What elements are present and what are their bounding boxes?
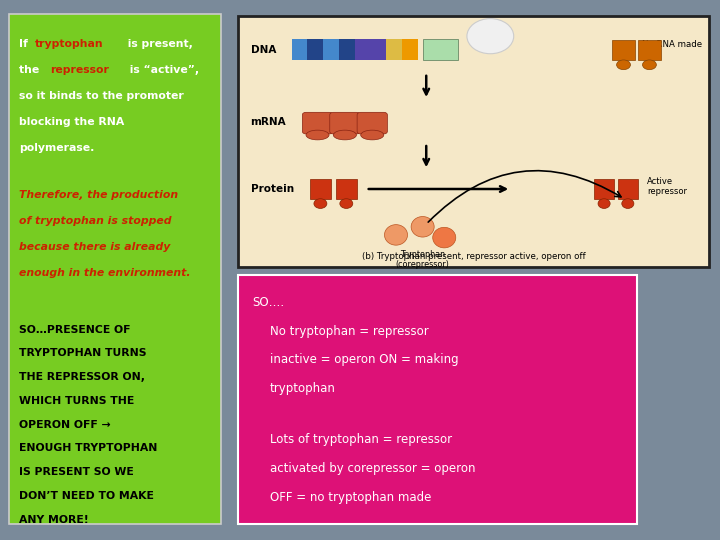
Bar [386, 39, 402, 60]
FancyBboxPatch shape [330, 112, 360, 134]
Text: blocking the RNA: blocking the RNA [19, 117, 124, 127]
Ellipse shape [642, 60, 657, 70]
Text: tryptophan: tryptophan [35, 39, 104, 50]
Ellipse shape [622, 199, 634, 208]
Text: OFF = no tryptophan made: OFF = no tryptophan made [270, 490, 431, 503]
Bar [594, 179, 614, 199]
Text: Lots of tryptophan = repressor: Lots of tryptophan = repressor [270, 433, 452, 446]
Ellipse shape [333, 130, 356, 140]
Ellipse shape [361, 130, 384, 140]
Text: ANY MORE!: ANY MORE! [19, 515, 89, 525]
Text: the: the [19, 65, 42, 76]
Ellipse shape [433, 227, 456, 248]
FancyBboxPatch shape [357, 112, 387, 134]
Text: (b) Tryptophan present, repressor active, operon off: (b) Tryptophan present, repressor active… [361, 252, 585, 261]
Text: No tryptophan = repressor: No tryptophan = repressor [270, 325, 428, 338]
Text: so it binds to the promoter: so it binds to the promoter [19, 91, 184, 102]
Text: because there is already: because there is already [19, 241, 170, 252]
Ellipse shape [340, 199, 353, 208]
Bar [336, 179, 357, 199]
Text: No RNA made: No RNA made [642, 40, 702, 49]
FancyBboxPatch shape [238, 275, 637, 524]
Text: enough in the environment.: enough in the environment. [19, 267, 190, 278]
Text: Tryptophan
(corepressor): Tryptophan (corepressor) [396, 250, 449, 269]
Text: DON’T NEED TO MAKE: DON’T NEED TO MAKE [19, 491, 153, 501]
Ellipse shape [306, 130, 329, 140]
Text: Therefore, the production: Therefore, the production [19, 190, 178, 200]
Text: OPERON OFF →: OPERON OFF → [19, 420, 110, 430]
Bar [423, 39, 458, 60]
Ellipse shape [411, 217, 434, 237]
Bar [292, 39, 307, 60]
Text: repressor: repressor [50, 65, 109, 76]
Text: mRNA: mRNA [251, 117, 286, 126]
Text: DNA: DNA [251, 45, 276, 55]
Text: WHICH TURNS THE: WHICH TURNS THE [19, 396, 134, 406]
Text: SO….: SO…. [252, 296, 284, 309]
Ellipse shape [314, 199, 327, 208]
Text: Protein: Protein [251, 184, 294, 194]
FancyArrowPatch shape [428, 171, 621, 222]
Text: SO…PRESENCE OF: SO…PRESENCE OF [19, 325, 130, 335]
Text: activated by corepressor = operon: activated by corepressor = operon [270, 462, 475, 475]
Ellipse shape [467, 18, 514, 54]
Text: If: If [19, 39, 32, 50]
Bar [612, 40, 635, 60]
Bar [402, 39, 418, 60]
Ellipse shape [616, 60, 631, 70]
Bar [307, 39, 323, 60]
Ellipse shape [598, 199, 610, 208]
Bar [370, 39, 386, 60]
Text: ENOUGH TRYPTOPHAN: ENOUGH TRYPTOPHAN [19, 443, 157, 454]
Bar [355, 39, 370, 60]
Text: tryptophan: tryptophan [270, 382, 336, 395]
Text: IS PRESENT SO WE: IS PRESENT SO WE [19, 467, 133, 477]
Text: is “active”,: is “active”, [126, 65, 199, 76]
Text: THE REPRESSOR ON,: THE REPRESSOR ON, [19, 372, 145, 382]
Bar [638, 40, 661, 60]
Text: of tryptophan is stopped: of tryptophan is stopped [19, 215, 171, 226]
Bar [618, 179, 638, 199]
FancyBboxPatch shape [9, 14, 221, 524]
Text: TRYPTOPHAN TURNS: TRYPTOPHAN TURNS [19, 348, 146, 359]
Ellipse shape [384, 225, 408, 245]
Text: inactive = operon ON = making: inactive = operon ON = making [270, 353, 459, 366]
Bar [310, 179, 331, 199]
Bar [339, 39, 355, 60]
FancyBboxPatch shape [302, 112, 333, 134]
Bar [323, 39, 339, 60]
Text: polymerase.: polymerase. [19, 143, 94, 153]
Text: is present,: is present, [124, 39, 192, 50]
Text: Active
repressor: Active repressor [647, 177, 688, 196]
FancyBboxPatch shape [238, 16, 709, 267]
